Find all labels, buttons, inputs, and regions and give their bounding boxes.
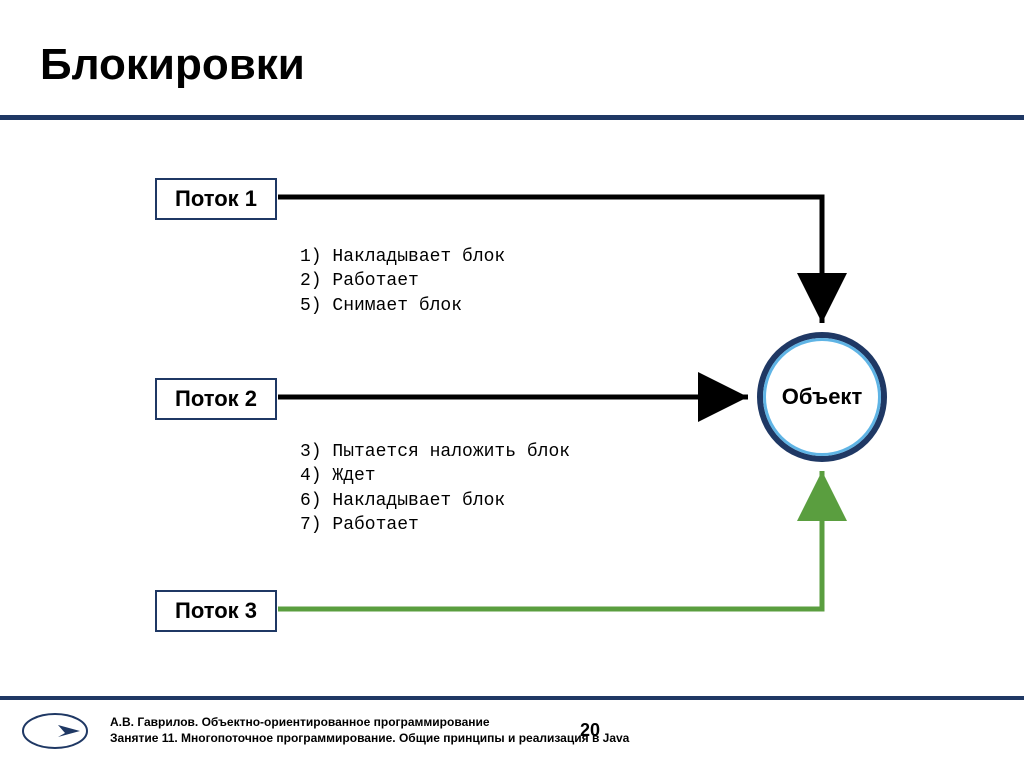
steps-group-2: 3) Пытается наложить блок 4) Ждет 6) Нак…	[300, 440, 570, 537]
thread-box-3: Поток 3	[155, 590, 277, 632]
steps-group-1: 1) Накладывает блок 2) Работает 5) Снима…	[300, 245, 505, 318]
footer-text: А.В. Гаврилов. Объектно-ориентированное …	[110, 715, 629, 746]
footer-rule	[0, 696, 1024, 700]
thread-label: Поток 3	[175, 598, 257, 623]
object-node: Объект	[757, 332, 887, 462]
page-number: 20	[580, 720, 600, 741]
thread-label: Поток 2	[175, 386, 257, 411]
thread-box-2: Поток 2	[155, 378, 277, 420]
footer-line1: А.В. Гаврилов. Объектно-ориентированное …	[110, 715, 629, 731]
object-label: Объект	[782, 384, 862, 410]
footer: А.В. Гаврилов. Объектно-ориентированное …	[0, 703, 1024, 758]
footer-logo-icon	[20, 711, 90, 751]
footer-line2: Занятие 11. Многопоточное программирован…	[110, 731, 629, 747]
slide-title: Блокировки	[40, 40, 305, 90]
title-rule	[0, 115, 1024, 120]
thread-box-1: Поток 1	[155, 178, 277, 220]
thread-label: Поток 1	[175, 186, 257, 211]
